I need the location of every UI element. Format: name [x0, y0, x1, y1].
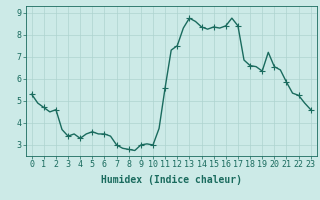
X-axis label: Humidex (Indice chaleur): Humidex (Indice chaleur)	[101, 175, 242, 185]
